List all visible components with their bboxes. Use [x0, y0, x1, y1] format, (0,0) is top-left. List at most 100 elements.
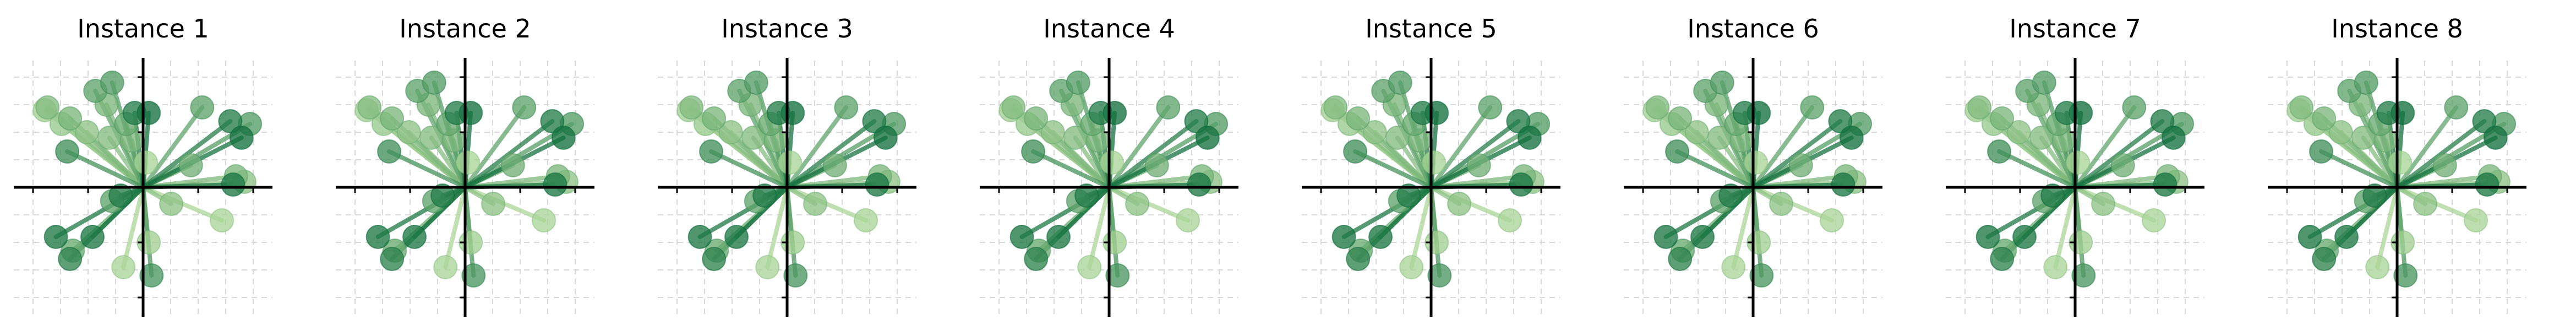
- data-point: [1769, 192, 1794, 216]
- panel-title: Instance 6: [1687, 14, 1819, 44]
- data-point: [159, 192, 184, 216]
- data-point: [1368, 225, 1393, 249]
- data-point: [1447, 192, 1472, 216]
- data-point: [854, 208, 878, 232]
- data-point: [1077, 255, 1102, 279]
- data-point: [58, 106, 83, 131]
- data-point: [1975, 225, 2000, 249]
- data-point: [111, 255, 136, 279]
- data-point: [1990, 106, 2015, 131]
- data-point: [699, 139, 724, 164]
- data-point: [35, 95, 60, 120]
- data-point: [1103, 101, 1127, 125]
- data-point: [783, 263, 808, 288]
- panel-8: Instance 8: [2268, 14, 2526, 317]
- data-point: [137, 101, 161, 125]
- data-point: [2354, 71, 2378, 95]
- vector-line: [1353, 149, 1433, 190]
- vector-line: [785, 105, 849, 190]
- data-point: [1125, 192, 1150, 216]
- data-point: [2475, 172, 2499, 197]
- data-point: [2153, 172, 2177, 197]
- data-point: [1668, 106, 1693, 131]
- vector-line: [2319, 149, 2399, 190]
- data-point: [2334, 225, 2359, 249]
- panel-2: Instance 2: [336, 14, 594, 317]
- data-point: [1343, 139, 1368, 164]
- data-point: [58, 247, 83, 271]
- data-point: [865, 172, 889, 197]
- data-point: [380, 106, 405, 131]
- data-point: [1498, 208, 1522, 232]
- data-point: [1820, 208, 1844, 232]
- vector-line: [765, 185, 789, 269]
- data-point: [1066, 71, 1090, 95]
- data-point: [422, 71, 446, 95]
- data-point: [1668, 247, 1693, 271]
- data-point: [781, 101, 805, 125]
- data-point: [1105, 263, 1130, 288]
- data-point: [1653, 225, 1678, 249]
- data-point: [2142, 208, 2166, 232]
- data-point: [1427, 263, 1452, 288]
- data-point: [1009, 225, 1034, 249]
- data-point: [2365, 255, 2390, 279]
- data-point: [1747, 101, 1771, 125]
- data-point: [74, 120, 99, 144]
- panel-7: Instance 7: [1946, 14, 2204, 317]
- data-point: [2432, 153, 2457, 177]
- vectors: [1642, 71, 1873, 288]
- data-point: [2110, 153, 2135, 177]
- data-point: [2032, 71, 2056, 95]
- data-point: [190, 95, 215, 120]
- data-point: [1399, 255, 1424, 279]
- data-point: [402, 225, 427, 249]
- vector-line: [387, 149, 467, 190]
- axes: [980, 58, 1238, 317]
- vector-line: [463, 105, 527, 190]
- data-point: [1195, 126, 1220, 150]
- data-point: [1362, 120, 1387, 144]
- data-point: [1001, 95, 1026, 120]
- data-point: [108, 183, 133, 208]
- data-point: [822, 153, 847, 177]
- vector-line: [1675, 149, 1755, 190]
- vectors: [1964, 71, 2195, 288]
- data-point: [1478, 95, 1503, 120]
- data-point: [752, 183, 777, 208]
- data-point: [551, 126, 576, 150]
- vector-line: [121, 185, 145, 269]
- data-point: [1839, 126, 1864, 150]
- data-point: [500, 153, 525, 177]
- data-point: [365, 225, 390, 249]
- data-point: [2312, 106, 2337, 131]
- data-point: [702, 106, 727, 131]
- panel-1: Instance 1: [14, 14, 272, 317]
- vector-line: [443, 185, 467, 269]
- data-point: [1645, 95, 1670, 120]
- vector-line: [709, 149, 789, 190]
- panel-5: Instance 5: [1302, 14, 1560, 317]
- data-point: [687, 225, 712, 249]
- data-point: [1040, 120, 1065, 144]
- vectors: [2286, 71, 2517, 288]
- data-point: [459, 101, 483, 125]
- data-point: [1388, 71, 1412, 95]
- vectors: [354, 71, 585, 288]
- data-point: [2309, 139, 2334, 164]
- data-point: [1721, 255, 1746, 279]
- data-point: [2328, 120, 2353, 144]
- data-point: [1967, 95, 1992, 120]
- data-point: [543, 172, 567, 197]
- data-point: [100, 71, 124, 95]
- data-point: [139, 263, 164, 288]
- vector-line: [1087, 185, 1111, 269]
- vector-line: [2053, 185, 2077, 269]
- data-point: [778, 150, 803, 175]
- data-point: [1346, 247, 1371, 271]
- panel-title: Instance 2: [399, 14, 531, 44]
- data-point: [2464, 208, 2488, 232]
- data-point: [2312, 247, 2337, 271]
- data-point: [2393, 263, 2418, 288]
